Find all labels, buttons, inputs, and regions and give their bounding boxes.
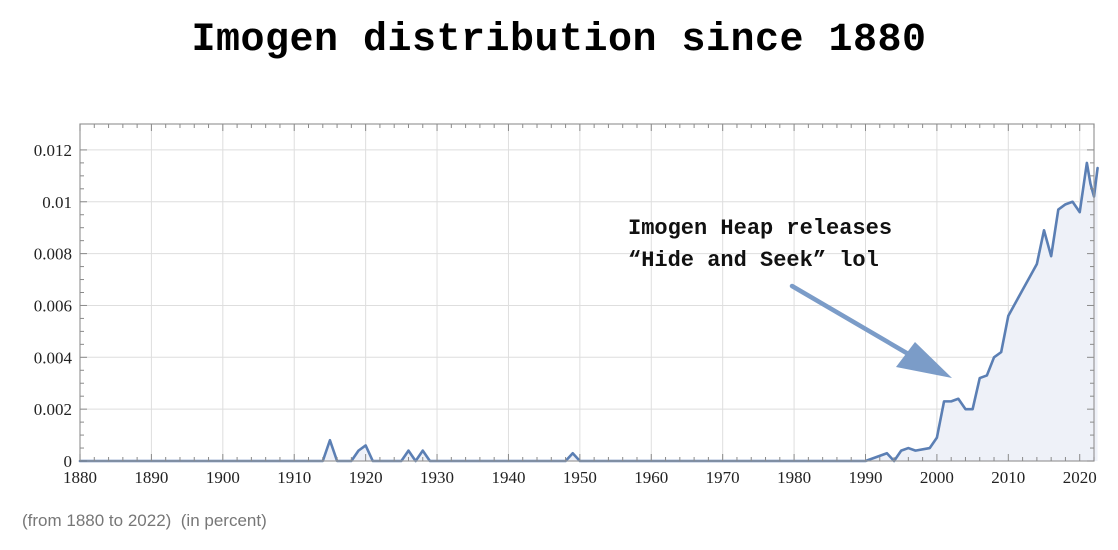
x-tick-label: 1920 — [349, 468, 383, 487]
y-tick-label: 0.002 — [34, 400, 72, 419]
x-tick-label: 2000 — [920, 468, 954, 487]
x-tick-label: 1970 — [706, 468, 740, 487]
x-tick-label: 1960 — [634, 468, 668, 487]
x-tick-label: 2010 — [991, 468, 1025, 487]
area-fill — [80, 162, 1098, 461]
tick-labels: 1880 1890 1900 1910 1920 1930 1940 1950 1960 1970… — [34, 141, 1097, 487]
x-tick-label: 1890 — [134, 468, 168, 487]
x-tick-label: 2020 — [1063, 468, 1097, 487]
x-tick-label: 1880 — [63, 468, 97, 487]
x-tick-label: 1990 — [848, 468, 882, 487]
annotation: Imogen Heap releases “Hide and Seek” lol — [628, 216, 952, 378]
x-tick-label: 1950 — [563, 468, 597, 487]
annotation-line-1: Imogen Heap releases — [628, 216, 892, 241]
y-tick-label: 0.012 — [34, 141, 72, 160]
series-area — [80, 162, 1098, 461]
page-title: Imogen distribution since 1880 — [191, 18, 927, 63]
annotation-line-2: “Hide and Seek” lol — [628, 248, 879, 273]
footnote: (from 1880 to 2022) (in percent) — [22, 511, 267, 531]
y-tick-label: 0.008 — [34, 245, 72, 264]
x-tick-label: 1900 — [206, 468, 240, 487]
x-tick-label: 1980 — [777, 468, 811, 487]
footnote-unit: (in percent) — [180, 511, 267, 530]
x-tick-label: 1930 — [420, 468, 454, 487]
footnote-range: (from 1880 to 2022) — [22, 511, 172, 530]
y-tick-label: 0.006 — [34, 296, 72, 315]
y-tick-label: 0 — [64, 452, 73, 471]
plot-frame — [79, 123, 1095, 462]
annotation-arrow — [789, 283, 925, 365]
x-tick-label: 1940 — [491, 468, 525, 487]
y-tick-label: 0.004 — [34, 348, 73, 367]
x-tick-label: 1910 — [277, 468, 311, 487]
y-tick-label: 0.01 — [42, 193, 72, 212]
annotation-arrowhead — [896, 342, 952, 378]
